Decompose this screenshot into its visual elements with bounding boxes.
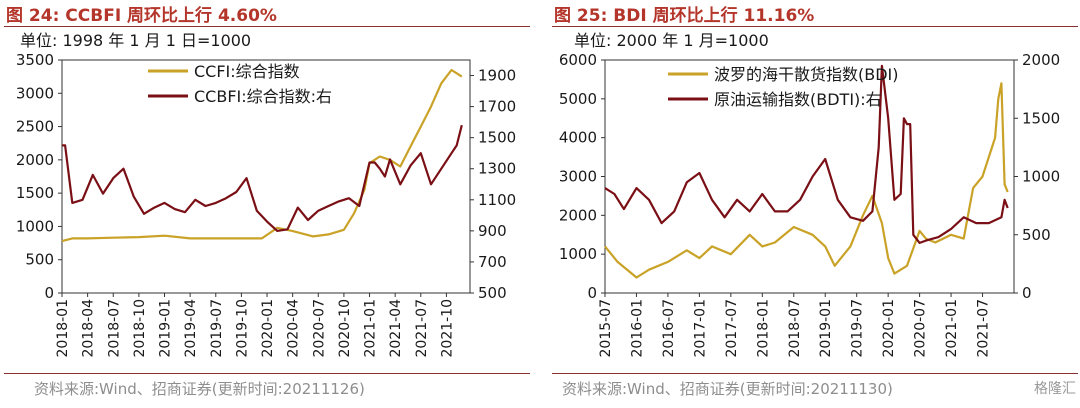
y-left-tick-label: 5000 [559, 90, 597, 108]
source-divider [552, 373, 1078, 374]
x-tick-label: 2020-04 [286, 299, 302, 358]
y-right-tick-label: 1100 [478, 191, 516, 209]
x-tick-label: 2019-04 [183, 299, 199, 358]
x-tick-label: 2019-07 [209, 299, 225, 358]
y-right-tick-label: 1500 [478, 129, 516, 147]
series-line-1 [61, 68, 463, 243]
x-tick-label: 2019-07 [850, 299, 866, 358]
y-left-tick-label: 1500 [16, 184, 54, 202]
legend-label: CCBFI:综合指数:右 [194, 87, 332, 106]
source-divider [4, 373, 530, 374]
x-tick-label: 2019-10 [234, 299, 250, 358]
x-tick-label: 2018-07 [106, 299, 122, 358]
bdi-chart: 0 1000 2000 3000 4000 5000 6000 0 500 1000 1500 200… [559, 51, 1060, 358]
y-right-tick-label: 500 [1022, 226, 1051, 244]
watermark-logo: 格隆汇 [1034, 381, 1076, 397]
x-tick-label: 2021-10 [439, 299, 455, 358]
title-divider [4, 26, 530, 27]
source-note: 资料来源:Wind、招商证券(更新时间:20211126) [34, 380, 365, 398]
y-right-tick-label: 1500 [1022, 109, 1060, 127]
x-tick-label: 2019-01 [158, 299, 174, 358]
y-left-tick-label: 3000 [16, 84, 54, 102]
x-tick-label: 2018-10 [132, 299, 148, 358]
chart-panel-bdi: 图 25: BDI 周环比上行 11.16% 单位: 2000 年 1 月=10… [548, 0, 1080, 408]
y-left-tick-label: 0 [44, 284, 54, 302]
y-right-tick-label: 1700 [478, 98, 516, 116]
x-tick-label: 2016-01 [629, 299, 645, 358]
x-tick-label: 2021-04 [388, 299, 404, 358]
x-tick-label: 2016-07 [661, 299, 677, 358]
y-right-tick-label: 1300 [478, 160, 516, 178]
y-left-tick-label: 6000 [559, 51, 597, 69]
y-left-tick-label: 2000 [16, 151, 54, 169]
x-tick-label: 2018-01 [55, 299, 71, 358]
y-right-tick-label: 2000 [1022, 51, 1060, 69]
x-tick-label: 2017-01 [692, 299, 708, 358]
x-tick-label: 2019-01 [818, 299, 834, 358]
figure-title: 图 24: CCBFI 周环比上行 4.60% [6, 6, 277, 26]
x-tick-label: 2020-01 [881, 299, 897, 358]
x-tick-label: 2020-07 [311, 299, 327, 358]
unit-label: 单位: 2000 年 1 月=1000 [574, 31, 769, 50]
x-tick-label: 2021-01 [363, 299, 379, 358]
y-right-tick-label: 900 [478, 222, 507, 240]
y-left-tick-label: 2000 [559, 206, 597, 224]
y-left-tick-label: 4000 [559, 129, 597, 147]
y-left-tick-label: 3000 [559, 168, 597, 186]
x-tick-label: 2018-01 [755, 299, 771, 358]
chart-panel-ccbfi: 图 24: CCBFI 周环比上行 4.60% 单位: 1998 年 1 月 1… [0, 0, 532, 408]
figure-title: 图 25: BDI 周环比上行 11.16% [554, 6, 815, 26]
legend-label: 波罗的海干散货指数(BDI) [714, 65, 899, 84]
series-line-2 [62, 124, 463, 232]
unit-label: 单位: 1998 年 1 月 1 日=1000 [20, 31, 252, 50]
y-left-tick-label: 3500 [16, 51, 54, 69]
title-divider [552, 26, 1078, 27]
y-right-tick-label: 0 [1022, 284, 1032, 302]
x-tick-label: 2018-07 [787, 299, 803, 358]
y-right-tick-label: 1900 [478, 67, 516, 85]
series-line-2 [604, 64, 1009, 244]
x-tick-label: 2021-01 [944, 299, 960, 358]
y-right-tick-label: 700 [478, 253, 507, 271]
x-tick-label: 2020-01 [260, 299, 276, 358]
x-tick-label: 2015-07 [598, 299, 614, 358]
y-left-tick-label: 1000 [16, 217, 54, 235]
x-tick-label: 2021-07 [976, 299, 992, 358]
x-tick-label: 2020-10 [337, 299, 353, 358]
series-line-1 [604, 82, 1009, 279]
y-left-tick-label: 0 [587, 284, 597, 302]
ccbfi-chart: 0 500 1000 1500 2000 2500 3000 3500 500 700 900 110… [16, 51, 516, 358]
x-tick-label: 2018-04 [81, 299, 97, 358]
y-left-tick-label: 500 [25, 251, 54, 269]
legend-label: CCFI:综合指数 [194, 62, 300, 81]
legend-label: 原油运输指数(BDTI):右 [714, 90, 882, 109]
x-tick-label: 2021-07 [414, 299, 430, 358]
x-tick-label: 2020-07 [913, 299, 929, 358]
y-left-tick-label: 2500 [16, 118, 54, 136]
y-right-tick-label: 1000 [1022, 168, 1060, 186]
plot-frame [61, 59, 471, 294]
y-right-tick-label: 500 [478, 284, 507, 302]
y-left-tick-label: 1000 [559, 245, 597, 263]
source-note: 资料来源:Wind、招商证券(更新时间:20211130) [562, 380, 893, 398]
x-tick-label: 2017-07 [724, 299, 740, 358]
